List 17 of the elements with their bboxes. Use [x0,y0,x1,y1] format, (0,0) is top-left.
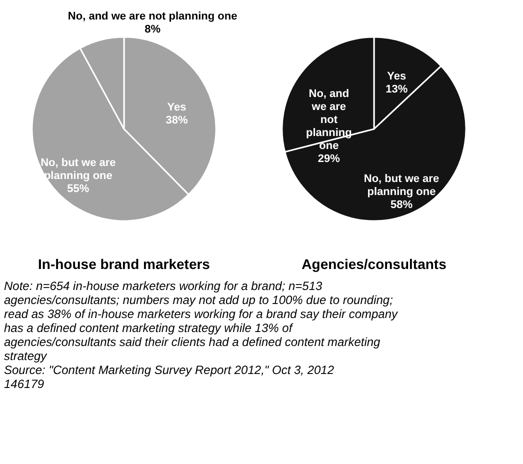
data-label: 13% [386,84,408,96]
slice-label: Yes [167,101,186,114]
slice-label: No, and we are not planning one [68,10,238,23]
slice-label: No, but we are planning one [40,156,116,182]
text: Note: n=654 in-house marketers working for a brand; n=513 agencies/consultants; numbers may not add up to 100% due to rounding; read as 38% of in-house marketers working for a brand say their company has a defined content marketing strategy while 13% of agencies/consultants said their clients had a defined content marketing strategy [4,279,399,363]
data-label: 55% [67,182,90,195]
data-label: 38% [166,114,188,126]
slice-label: No, and we are not planning one [306,88,352,152]
data-label: 29% [318,153,340,166]
slice-label: Yes [387,70,406,83]
text: Agencies/consultants [302,256,447,272]
data-label: 8% [144,24,161,36]
source-note: Source: "Content Marketing Survey Report 2012," Oct 3, 2012 [4,363,334,377]
data-label: 58% [390,198,413,211]
text: In-house brand marketers [38,256,210,272]
text: 146179 [4,377,44,391]
slice-label: No, but we are planning one [364,172,440,198]
